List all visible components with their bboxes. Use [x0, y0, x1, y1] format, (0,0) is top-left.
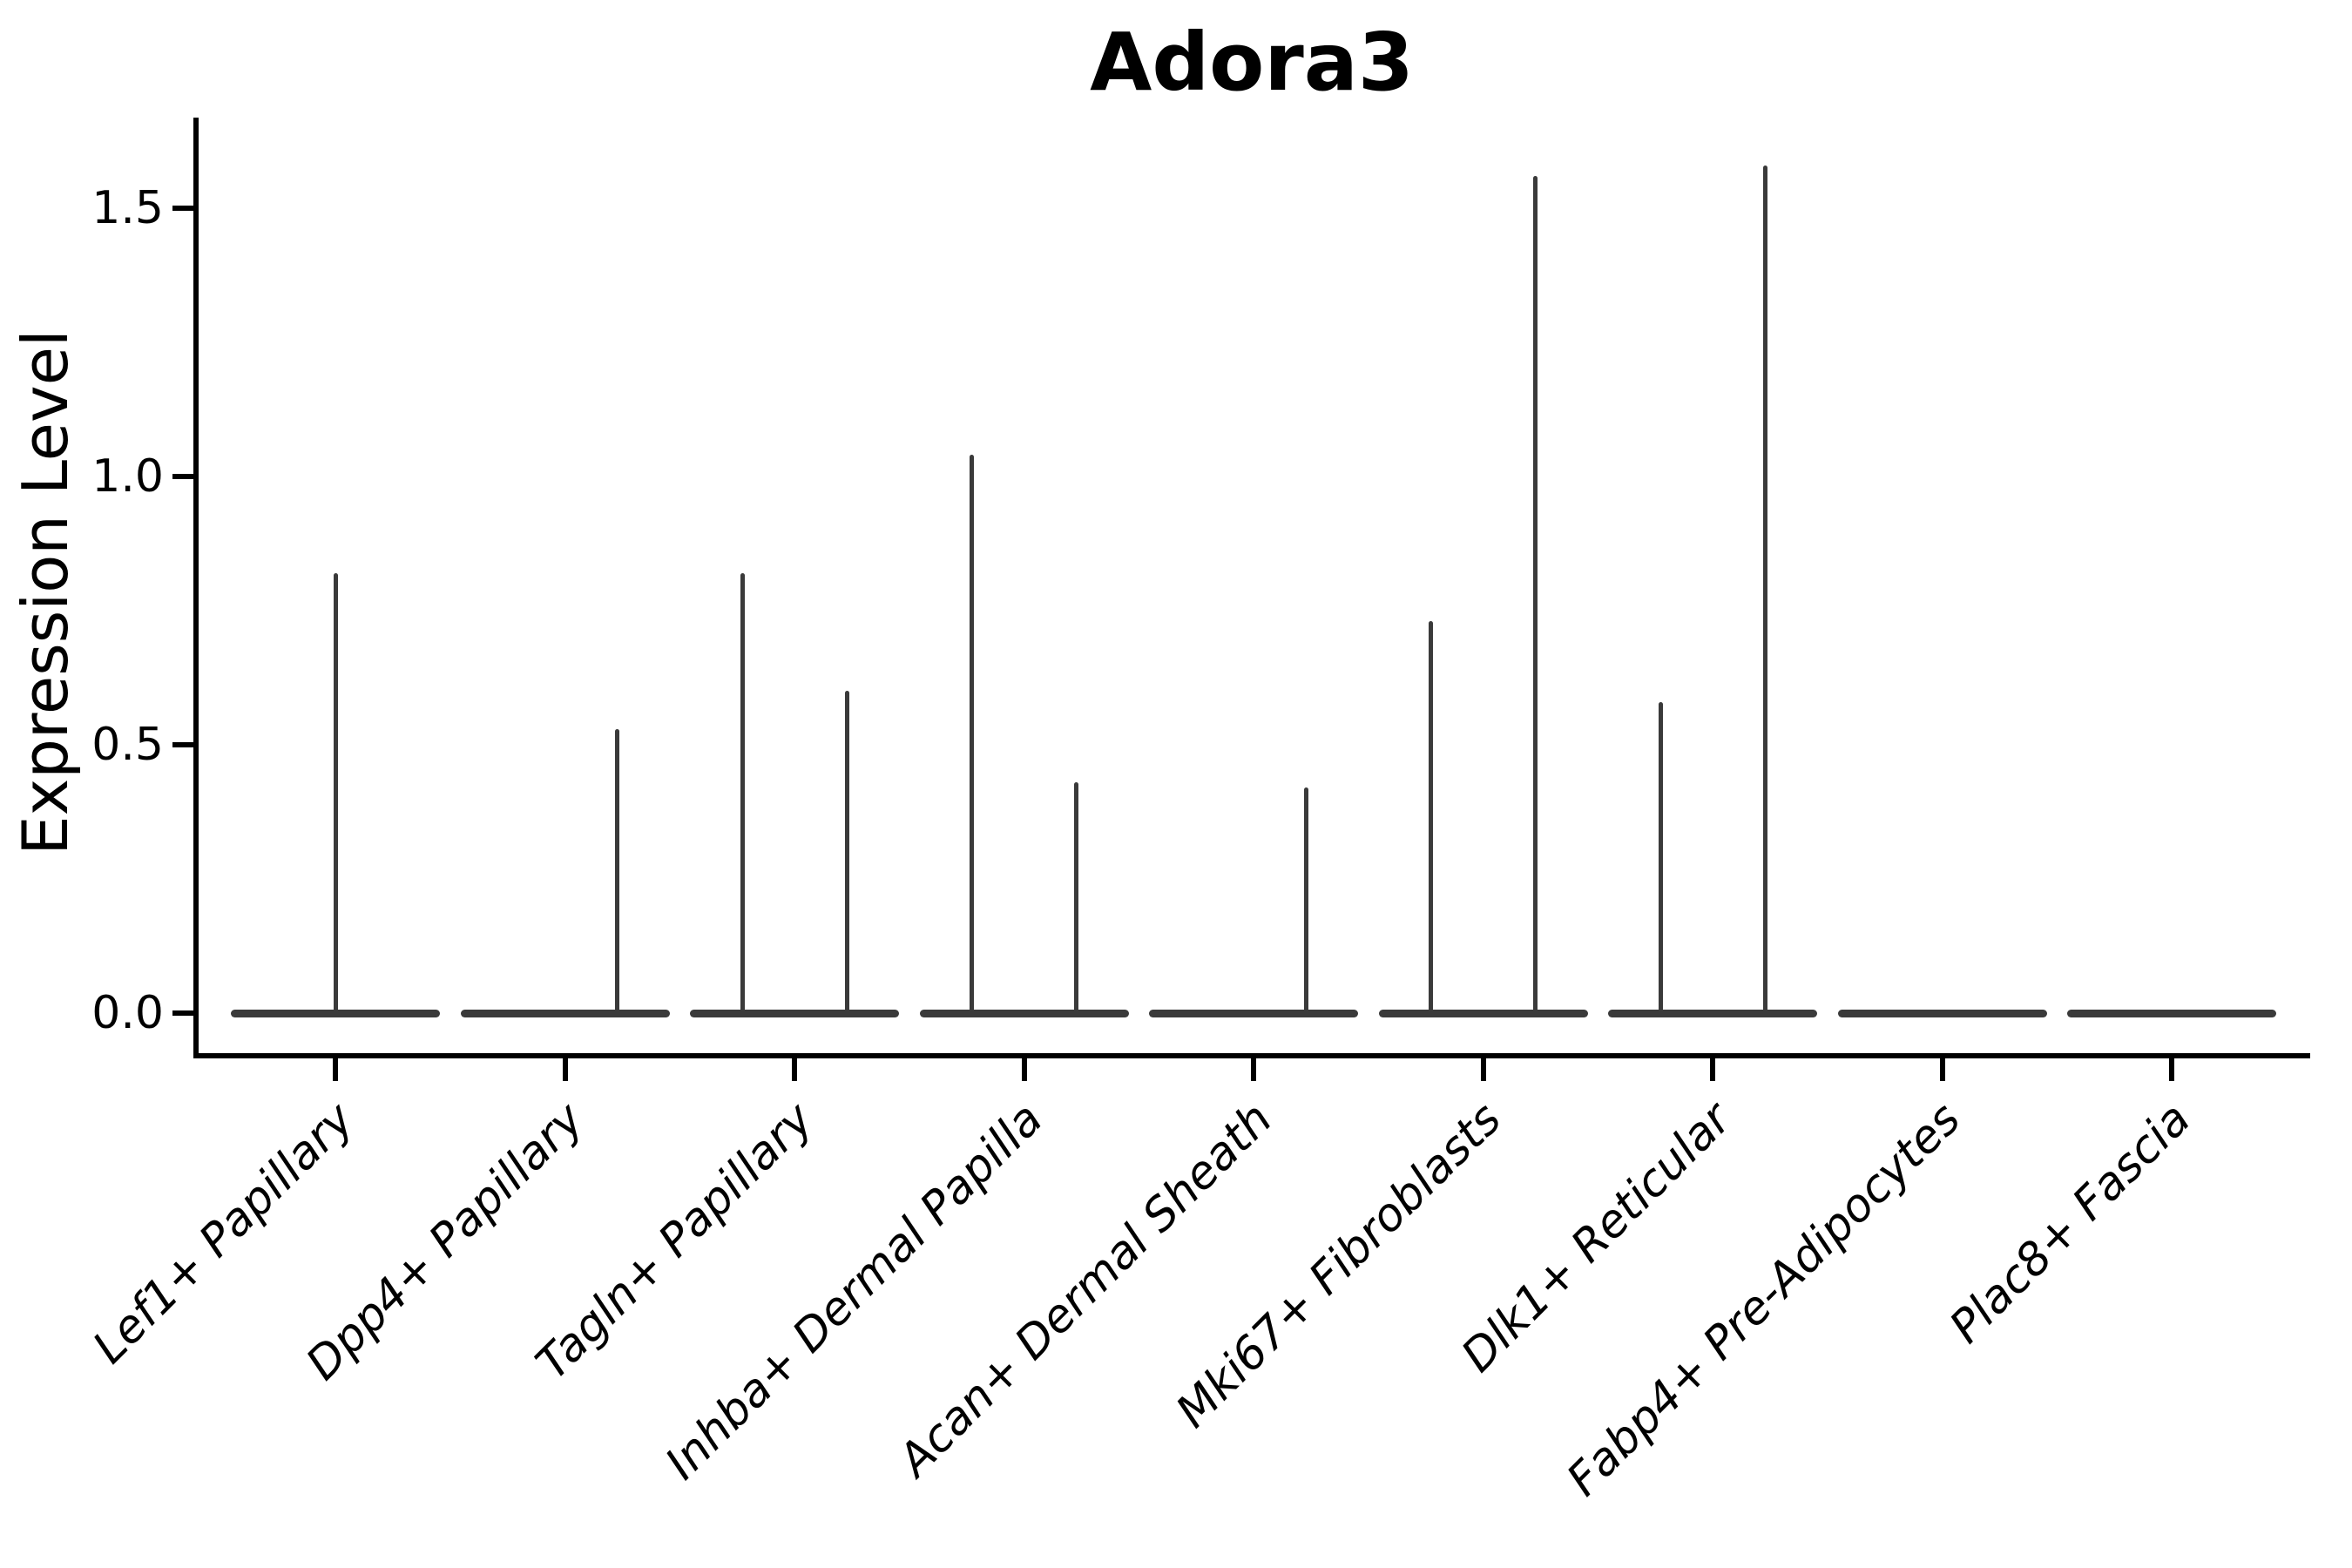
violin-base	[1608, 1009, 1817, 1017]
violin-spike	[615, 728, 619, 1013]
y-axis-label: Expression Level	[9, 329, 82, 855]
x-axis-tick-label: Fabp4+ Pre-Adipocytes	[1557, 1092, 1971, 1507]
violin-base	[1149, 1009, 1358, 1017]
violin-base	[919, 1009, 1129, 1017]
y-axis-tick	[172, 742, 193, 747]
x-axis-tick	[1480, 1058, 1486, 1081]
violin-base	[690, 1009, 899, 1017]
x-axis-tick-label: Plac8+ Fascia	[1939, 1092, 2201, 1354]
x-axis-tick	[1021, 1058, 1027, 1081]
violin-spike	[1074, 782, 1078, 1013]
y-axis-tick	[172, 474, 193, 479]
x-axis-tick	[562, 1058, 568, 1081]
y-axis-spine	[193, 118, 199, 1058]
y-axis-tick	[172, 206, 193, 211]
violin-base	[1837, 1009, 2047, 1017]
x-axis-tick	[792, 1058, 797, 1081]
violin-spike	[1303, 787, 1308, 1013]
violin-base	[231, 1009, 440, 1017]
violin-spike	[844, 691, 849, 1013]
violin-spike	[333, 572, 338, 1013]
violin-spike	[970, 455, 974, 1013]
x-axis-tick	[2169, 1058, 2174, 1081]
y-axis-tick-label: 1.0	[91, 450, 164, 503]
x-axis-tick-label: Inhba+ Dermal Papilla	[655, 1092, 1053, 1490]
y-axis-tick-label: 0.5	[91, 719, 164, 771]
violin-spike	[1658, 701, 1663, 1013]
plot-title: Adora3	[1090, 16, 1414, 109]
x-axis-spine	[193, 1053, 2310, 1058]
y-axis-tick-label: 0.0	[91, 987, 164, 1039]
violin-spike	[1762, 165, 1767, 1013]
violin-spike	[740, 572, 745, 1013]
violin-spike	[1533, 176, 1538, 1013]
x-axis-tick-label: Acan+ Dermal Sheath	[889, 1092, 1283, 1487]
violin-base	[460, 1009, 670, 1017]
violin-base	[1378, 1009, 1588, 1017]
x-axis-tick	[1939, 1058, 1945, 1081]
y-axis-tick-label: 1.5	[91, 182, 164, 234]
violin-base	[2067, 1009, 2276, 1017]
violin-spike	[1429, 621, 1433, 1013]
x-axis-tick	[1710, 1058, 1715, 1081]
x-axis-tick	[333, 1058, 338, 1081]
y-axis-tick	[172, 1010, 193, 1016]
x-axis-tick	[1251, 1058, 1256, 1081]
